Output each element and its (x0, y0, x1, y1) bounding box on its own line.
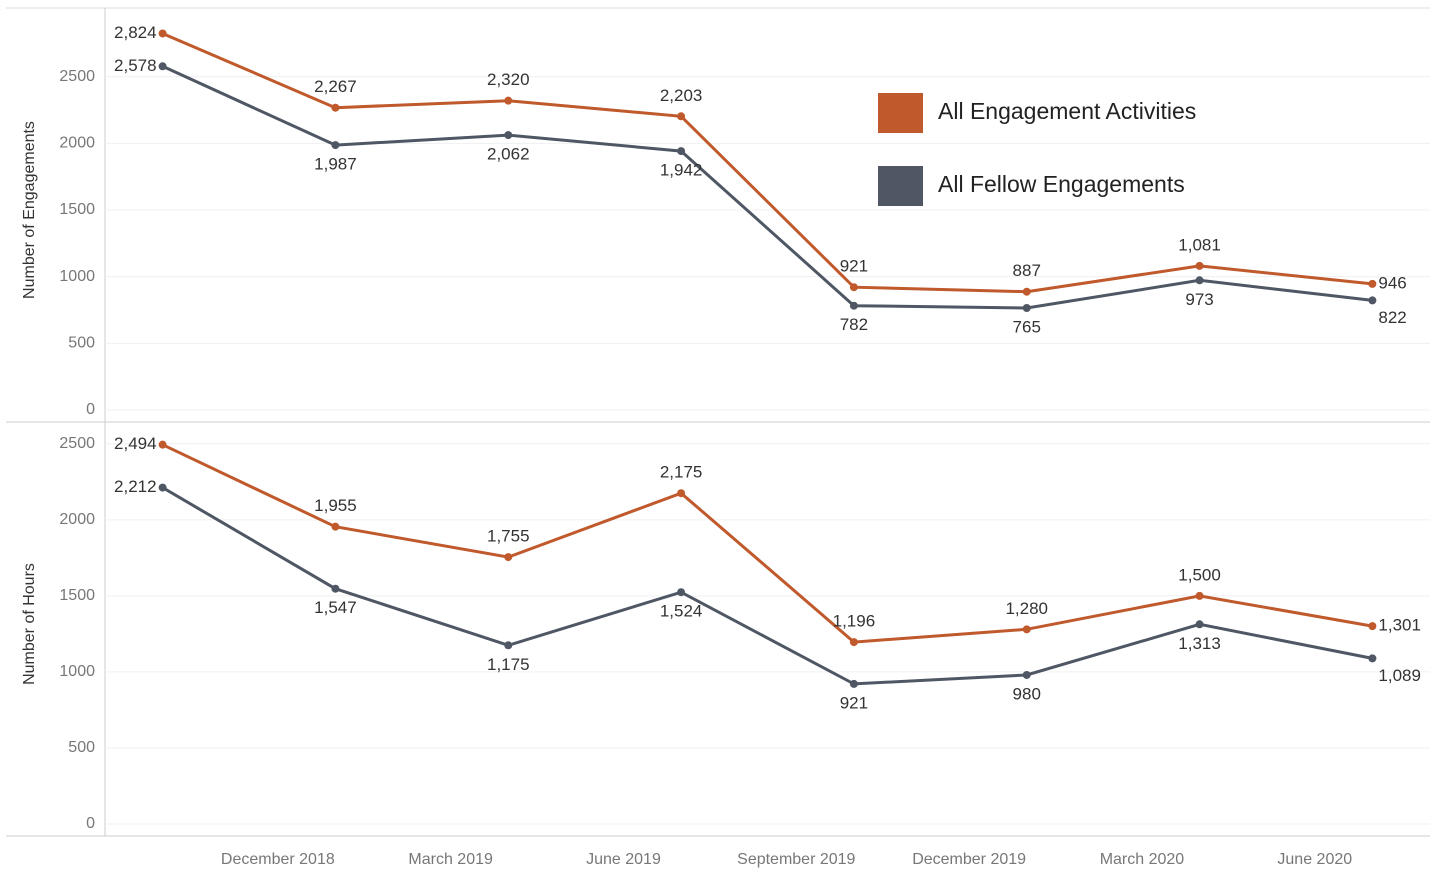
data-point (1022, 304, 1031, 312)
data-label: 2,824 (114, 23, 157, 42)
series-line (161, 64, 1373, 310)
data-label: 822 (1378, 308, 1406, 327)
data-point (849, 638, 858, 647)
data-label: 2,175 (660, 463, 703, 482)
data-point (1195, 591, 1204, 600)
data-label: 921 (840, 693, 868, 712)
data-label: 1,524 (660, 602, 703, 621)
series-line (161, 443, 1373, 644)
x-tick-label: March 2019 (408, 851, 493, 868)
legend-label: All Fellow Engagements (938, 171, 1185, 197)
data-point (1368, 279, 1377, 288)
data-label: 1,987 (314, 155, 357, 174)
y-tick-label: 2000 (59, 511, 95, 528)
data-point (1022, 287, 1031, 296)
data-point (504, 641, 513, 650)
data-label: 1,301 (1378, 616, 1421, 635)
data-label: 1,500 (1178, 565, 1221, 584)
data-point (1368, 296, 1377, 305)
data-label: 1,280 (1005, 599, 1048, 618)
data-point (158, 483, 167, 492)
data-label: 2,267 (314, 77, 357, 96)
data-point (504, 553, 513, 562)
data-label: 887 (1013, 261, 1041, 280)
data-point (677, 588, 686, 597)
data-point (677, 147, 686, 156)
data-point (158, 29, 167, 38)
series-line (162, 32, 1373, 294)
y-tick-label: 1500 (59, 587, 95, 604)
data-point (1195, 620, 1204, 629)
x-tick-label: June 2020 (1277, 851, 1352, 868)
x-tick-label: March 2020 (1100, 851, 1185, 868)
data-point (1368, 622, 1377, 631)
y-tick-label: 1000 (59, 268, 95, 285)
y-tick-label: 0 (86, 815, 95, 832)
data-point (158, 62, 167, 71)
data-point (1195, 261, 1204, 270)
y-tick-label: 2000 (59, 135, 95, 152)
y-tick-label: 0 (86, 401, 95, 418)
data-label: 1,942 (660, 161, 703, 180)
data-label: 973 (1185, 290, 1213, 309)
data-point (331, 584, 340, 593)
data-point (504, 96, 513, 105)
x-tick-label: December 2018 (221, 851, 335, 868)
y-tick-label: 1000 (59, 663, 95, 680)
data-label: 980 (1013, 684, 1041, 703)
data-label: 2,203 (660, 86, 703, 105)
data-label: 1,755 (487, 527, 530, 546)
y-axis-title: Number of Engagements (21, 121, 38, 299)
data-point (331, 103, 340, 112)
y-axis-title: Number of Hours (21, 563, 38, 685)
data-point (331, 522, 340, 531)
y-tick-label: 500 (68, 739, 95, 756)
data-point (849, 679, 858, 688)
y-tick-label: 2500 (59, 435, 95, 452)
x-tick-label: December 2019 (912, 851, 1026, 868)
data-label: 1,196 (833, 612, 876, 631)
data-label: 1,175 (487, 655, 530, 674)
data-label: 1,547 (314, 598, 357, 617)
x-tick-label: September 2019 (737, 851, 855, 868)
data-point (849, 301, 858, 310)
data-point (1022, 670, 1031, 679)
y-tick-label: 1500 (59, 201, 95, 218)
series-line (161, 486, 1373, 686)
legend-swatch (878, 93, 923, 133)
data-label: 2,320 (487, 70, 530, 89)
data-label: 946 (1378, 273, 1406, 292)
data-label: 1,081 (1178, 235, 1221, 254)
data-point (1368, 654, 1377, 663)
y-tick-label: 2500 (59, 68, 95, 85)
data-label: 782 (840, 315, 868, 334)
data-label: 2,494 (114, 434, 157, 453)
data-point (677, 112, 686, 121)
data-point (1022, 625, 1031, 634)
data-point (504, 131, 513, 140)
data-label: 2,212 (114, 477, 157, 496)
data-point (1195, 276, 1204, 285)
data-label: 765 (1013, 317, 1041, 336)
data-label: 1,955 (314, 496, 357, 515)
data-label: 1,089 (1378, 666, 1421, 685)
y-tick-label: 500 (68, 335, 95, 352)
x-tick-label: June 2019 (586, 851, 661, 868)
data-point (849, 283, 858, 292)
data-label: 2,578 (114, 56, 157, 75)
data-point (331, 141, 340, 150)
data-point (677, 489, 686, 498)
data-label: 2,062 (487, 145, 530, 164)
legend-label: All Engagement Activities (938, 98, 1196, 124)
data-label: 921 (840, 257, 868, 276)
legend-swatch (878, 166, 923, 206)
data-label: 1,313 (1178, 634, 1221, 653)
data-point (158, 440, 167, 449)
